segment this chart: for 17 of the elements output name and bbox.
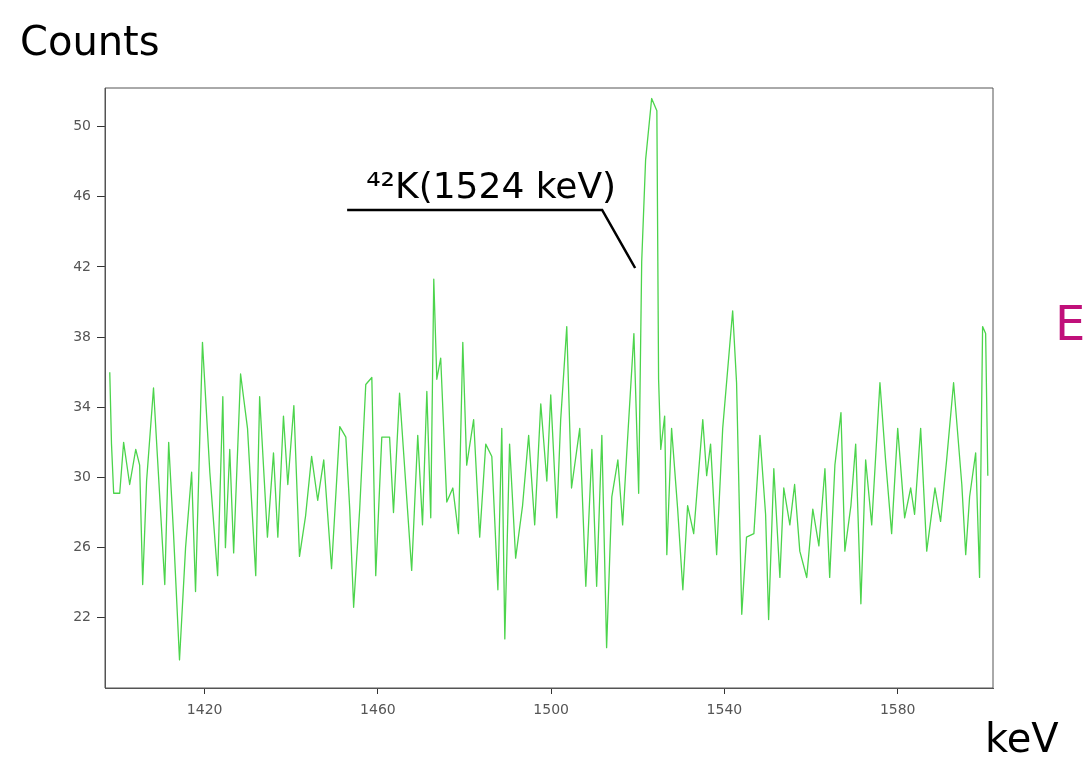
y-tick-label: 26 xyxy=(73,538,92,555)
x-tick-label: 1540 xyxy=(706,701,743,718)
x-axis-title: keV xyxy=(985,715,1060,761)
x-tick-label: 1460 xyxy=(360,701,396,718)
y-tick-label: 46 xyxy=(73,187,92,204)
x-tick-label: 1580 xyxy=(879,701,916,718)
y-axis-title: Counts xyxy=(20,18,160,64)
y-tick-label: 30 xyxy=(73,468,91,485)
annotation: ⁴²K(1524 keV) xyxy=(366,165,617,206)
x-tick-label: 1420 xyxy=(186,701,223,718)
text: E xyxy=(1055,295,1085,351)
y-tick-label: 34 xyxy=(73,397,92,414)
y-tick-label: 38 xyxy=(73,327,91,344)
y-tick-label: 22 xyxy=(73,608,91,625)
y-tick-label: 50 xyxy=(73,117,91,134)
x-tick-label: 1500 xyxy=(533,701,569,718)
y-tick-label: 42 xyxy=(73,257,91,274)
